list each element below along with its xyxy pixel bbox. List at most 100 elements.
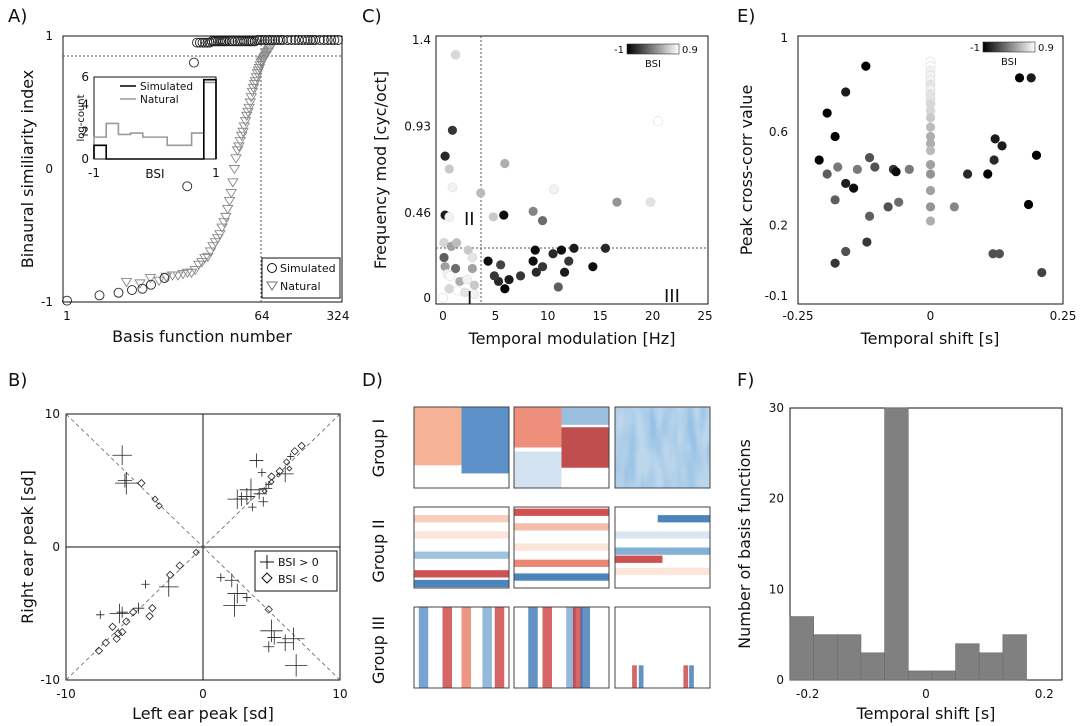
tile-stripe bbox=[542, 607, 552, 688]
simulated-point bbox=[159, 273, 170, 284]
panel-label-b: B) bbox=[8, 370, 27, 391]
tick-label: -0.2 bbox=[796, 687, 819, 701]
modulation-point bbox=[528, 206, 538, 216]
inset-tick-label: 1 bbox=[212, 166, 220, 180]
row-label-group-i: Group I bbox=[369, 419, 388, 478]
tile-band bbox=[514, 573, 609, 581]
tile-stripe bbox=[482, 607, 492, 688]
tile-stripe bbox=[461, 607, 471, 688]
tick-label: 1 bbox=[780, 31, 788, 45]
tile-stripe bbox=[572, 607, 583, 688]
crosscorr-point bbox=[925, 122, 936, 132]
tile-band bbox=[615, 567, 710, 576]
panel-label-c: C) bbox=[362, 6, 382, 27]
natural-point bbox=[225, 188, 238, 199]
tile-band bbox=[514, 451, 562, 488]
tick-label: 30 bbox=[769, 401, 784, 415]
inset-tick-label: 0 bbox=[81, 152, 89, 166]
tile-stripe bbox=[566, 607, 576, 688]
tile-stripe bbox=[632, 665, 637, 688]
panel-b-ylabel: Right ear peak [sd] bbox=[18, 470, 37, 624]
modulation-point bbox=[537, 262, 548, 272]
natural-point bbox=[192, 260, 205, 271]
simulated-point bbox=[254, 35, 265, 45]
bsi-pos-point bbox=[253, 488, 265, 500]
tile-frame bbox=[413, 606, 510, 689]
tick-label: 0.2 bbox=[769, 219, 788, 233]
modulation-point bbox=[496, 260, 506, 270]
bsi-neg-point bbox=[165, 570, 175, 580]
tile-frame bbox=[413, 406, 510, 489]
tick-label: -10 bbox=[40, 673, 60, 687]
histogram-bar bbox=[955, 643, 980, 681]
crosscorr-point bbox=[862, 237, 872, 247]
bsi-neg-point bbox=[112, 634, 121, 643]
bsi-pos-point bbox=[267, 630, 282, 645]
inset-ylabel: log-count bbox=[76, 94, 87, 141]
simulated-point bbox=[189, 57, 199, 68]
natural-point bbox=[223, 196, 236, 207]
modulation-point bbox=[447, 125, 458, 135]
modulation-point bbox=[588, 262, 598, 272]
tile-band bbox=[461, 407, 509, 474]
modulation-point bbox=[489, 271, 499, 281]
legend-bsi-pos: BSI > 0 bbox=[278, 556, 319, 569]
legend-diamond-marker bbox=[261, 572, 273, 584]
bsi-neg-point bbox=[192, 548, 200, 556]
panel-c-ylabel: Frequency mod [cyc/oct] bbox=[371, 71, 390, 269]
spectrogram-tile bbox=[614, 606, 711, 689]
tile-frame bbox=[513, 606, 610, 689]
panel-e-xlabel: Temporal shift [s] bbox=[860, 329, 1000, 348]
bsi-neg-point bbox=[290, 447, 299, 456]
modulation-point bbox=[455, 276, 465, 287]
crosscorr-point bbox=[1026, 73, 1036, 83]
bsi-neg-point bbox=[151, 495, 159, 503]
panel-b-antidiagonal bbox=[65, 413, 341, 681]
simulated-point bbox=[221, 36, 232, 47]
natural-point bbox=[249, 77, 262, 87]
crosscorr-point bbox=[841, 178, 851, 189]
colorbar-e-min: -1 bbox=[970, 43, 980, 54]
bsi-neg-point bbox=[275, 472, 281, 478]
natural-point bbox=[199, 254, 211, 264]
modulation-point bbox=[469, 289, 480, 300]
simulated-point bbox=[275, 35, 286, 45]
modulation-point bbox=[440, 262, 450, 272]
inset-ticks: 0 2 4 6 -1 1 bbox=[81, 70, 219, 180]
tick-label: 0 bbox=[45, 162, 53, 176]
crosscorr-point bbox=[883, 202, 893, 212]
bsi-neg-point bbox=[148, 604, 157, 613]
histogram-bar bbox=[907, 670, 933, 681]
tick-label: 15 bbox=[593, 309, 608, 323]
panel-c-xlabel: Temporal modulation [Hz] bbox=[468, 329, 676, 348]
panel-f-ticks: -0.2 0 0.2 0 10 20 30 bbox=[769, 401, 1054, 701]
bsi-neg-point bbox=[122, 617, 131, 626]
natural-point bbox=[189, 266, 202, 276]
histogram-bar bbox=[931, 670, 956, 681]
modulation-point bbox=[447, 182, 458, 193]
tile-texture bbox=[615, 407, 710, 488]
inset-legend-simulated: Simulated bbox=[140, 81, 193, 93]
simulated-point bbox=[239, 36, 250, 47]
crosscorr-point bbox=[1014, 73, 1025, 83]
panel-c-ticks: 0 5 10 15 20 25 0 0.46 0.93 1.4 bbox=[404, 33, 712, 323]
colorbar-label: BSI bbox=[645, 59, 661, 70]
bsi-neg-point bbox=[264, 605, 273, 614]
group-label-iii: III bbox=[664, 286, 680, 307]
tile-band bbox=[615, 547, 710, 555]
bsi-neg-point bbox=[113, 629, 123, 638]
inset-tick-label: -1 bbox=[88, 166, 100, 180]
panel-f-xlabel: Temporal shift [s] bbox=[856, 704, 996, 723]
simulated-point bbox=[299, 35, 310, 45]
crosscorr-point bbox=[870, 162, 880, 172]
tick-label: 0 bbox=[199, 687, 207, 701]
spectrogram-tile bbox=[513, 506, 610, 589]
simulated-point bbox=[194, 37, 205, 48]
bsi-neg-point bbox=[175, 561, 184, 570]
natural-point bbox=[246, 87, 259, 98]
bsi-neg-point bbox=[145, 611, 154, 621]
tick-label: 10 bbox=[45, 407, 60, 421]
modulation-point bbox=[600, 243, 611, 253]
crosscorr-point bbox=[833, 162, 843, 172]
modulation-point bbox=[438, 293, 448, 303]
